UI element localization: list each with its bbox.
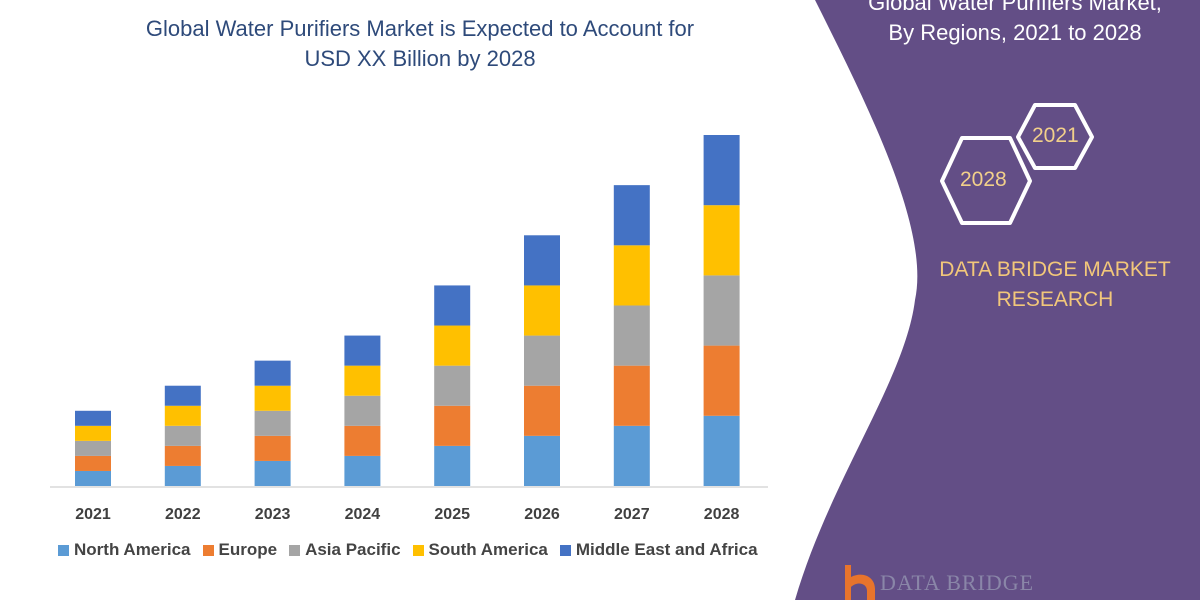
bar-segment — [164, 445, 201, 466]
bar-segment — [524, 235, 560, 286]
bar-segment — [613, 365, 650, 426]
legend-item: North America — [58, 540, 191, 560]
legend-item: South America — [412, 540, 548, 560]
bar-segment — [75, 440, 111, 456]
logo-text: DATA BRIDGE — [880, 570, 1035, 595]
x-tick-label: 2028 — [704, 506, 740, 523]
bar-segment — [75, 455, 111, 471]
brand-text: DATA BRIDGE MARKET RESEARCH — [939, 258, 1171, 311]
legend-label: Europe — [218, 540, 278, 559]
legend-item: Europe — [202, 540, 278, 560]
bar-segment — [254, 460, 291, 486]
x-tick-label: 2025 — [434, 506, 470, 523]
legend-label: Asia Pacific — [305, 540, 401, 559]
bar-segment — [524, 285, 560, 336]
bar-segment — [524, 385, 560, 436]
bar-segment — [434, 365, 471, 406]
legend: North America Europe Asia Pacific South … — [58, 540, 758, 560]
bar-segment — [344, 455, 381, 486]
bar-segment — [703, 345, 740, 416]
purple-panel — [795, 0, 1200, 600]
bar-segment — [524, 435, 560, 486]
bar-segment — [164, 405, 201, 426]
x-tick-label: 2024 — [345, 506, 381, 523]
legend-label: South America — [428, 540, 548, 559]
bar-segment — [344, 425, 381, 456]
bar-segment — [254, 360, 291, 386]
chart-title: Global Water Purifiers Market is Expecte… — [145, 16, 695, 71]
legend-swatch — [559, 544, 571, 556]
bar-segment — [613, 305, 650, 366]
bar-segment — [75, 425, 111, 441]
bar-segment — [434, 405, 471, 446]
bar-segment — [344, 335, 381, 366]
x-tick-label: 2026 — [524, 506, 560, 523]
panel-title: Global Water Purifiers Market, By Regions… — [868, 0, 1162, 45]
bar-segment — [254, 435, 291, 461]
bar-segment — [164, 425, 201, 446]
legend-label: Middle East and Africa — [575, 540, 758, 559]
bar-segment — [524, 335, 560, 386]
hex-label-2028: 2028 — [960, 168, 1007, 191]
bar-segment — [703, 275, 740, 346]
x-tick-label: 2023 — [255, 506, 291, 523]
bar-segment — [703, 205, 740, 276]
x-tick-label: 2021 — [75, 506, 111, 523]
legend-swatch — [412, 544, 424, 556]
legend-item: Asia Pacific — [289, 540, 401, 560]
hexagon-2021 — [1016, 103, 1094, 170]
bar-segment — [344, 395, 381, 426]
bar-segment — [75, 410, 111, 426]
bar-segment — [434, 285, 471, 326]
x-tick-label: 2022 — [165, 506, 201, 523]
bar-segment — [613, 185, 650, 246]
bar-segment — [75, 470, 111, 486]
logo-icon — [845, 565, 875, 600]
bar-segment — [344, 365, 381, 396]
bar-segment — [434, 445, 471, 486]
hex-label-2021: 2021 — [1032, 124, 1079, 147]
bar-segment — [164, 385, 201, 406]
legend-swatch — [202, 544, 214, 556]
bar-segment — [254, 410, 291, 436]
x-tick-label: 2027 — [614, 506, 650, 523]
legend-swatch — [58, 544, 69, 556]
bar-segment — [613, 425, 650, 486]
hexagon-2028 — [940, 136, 1032, 225]
bar-segment — [703, 135, 740, 206]
bar-segment — [703, 415, 740, 486]
bar-segment — [613, 245, 650, 306]
bar-segment — [164, 465, 201, 486]
legend-swatch — [289, 544, 301, 556]
bar-segment — [254, 385, 291, 411]
bar-segment — [434, 325, 471, 366]
legend-item: Middle East and Africa — [559, 540, 758, 560]
legend-label: North America — [74, 540, 191, 559]
